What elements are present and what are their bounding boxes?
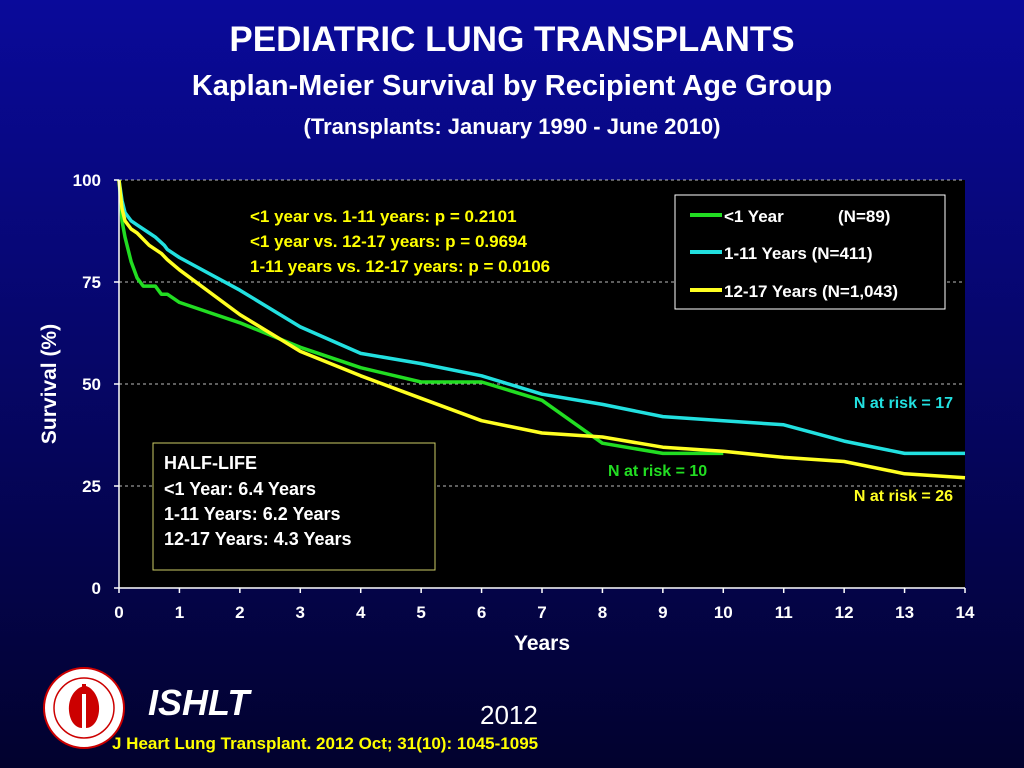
at-risk-label-12-17: N at risk = 26 — [854, 488, 953, 505]
transplant-period: (Transplants: January 1990 - June 2010) — [303, 114, 721, 139]
x-tick-label: 4 — [356, 603, 366, 622]
x-tick-label: 11 — [775, 603, 793, 622]
x-tick-labels: 0 1 2 3 4 5 6 7 8 9 10 11 12 13 14 — [114, 588, 975, 622]
legend: <1 Year (N=89) 1-11 Years (N=411) 12-17 … — [674, 194, 946, 310]
legend-label-1-11: 1-11 Years (N=411) — [724, 244, 873, 263]
pvalue-line: <1 year vs. 1-11 years: p = 0.2101 — [250, 207, 517, 226]
x-tick-label: 7 — [537, 603, 546, 622]
page-title: PEDIATRIC LUNG TRANSPLANTS — [229, 20, 795, 59]
y-tick-label: 50 — [82, 375, 101, 394]
x-tick-label: 9 — [658, 603, 667, 622]
pvalue-line: 1-11 years vs. 12-17 years: p = 0.0106 — [250, 257, 550, 276]
x-tick-label: 10 — [714, 603, 733, 622]
y-tick-labels: 0 25 50 75 100 — [73, 171, 119, 598]
y-tick-label: 0 — [92, 579, 101, 598]
x-tick-label: 14 — [956, 603, 975, 622]
half-life-line: 1-11 Years: 6.2 Years — [164, 504, 341, 524]
series-layer — [117, 179, 966, 480]
y-tick-label: 25 — [82, 477, 101, 496]
legend-label-lt1: <1 Year — [724, 207, 784, 226]
series-line-12-17 — [117, 179, 966, 480]
x-tick-label: 13 — [895, 603, 914, 622]
series-line-lt1 — [117, 179, 724, 456]
society-name: ISHLT — [148, 682, 250, 723]
x-tick-label: 3 — [296, 603, 305, 622]
publication-year: 2012 — [480, 700, 538, 730]
half-life-line: 12-17 Years: 4.3 Years — [164, 529, 352, 549]
y-tick-label: 75 — [82, 273, 101, 292]
y-axis-label: Survival (%) — [38, 324, 61, 444]
chart-subtitle: Kaplan-Meier Survival by Recipient Age G… — [191, 70, 833, 102]
x-tick-label: 6 — [477, 603, 486, 622]
half-life-box: HALF-LIFE <1 Year: 6.4 Years 1-11 Years:… — [152, 442, 436, 571]
legend-n-lt1: (N=89) — [838, 207, 890, 226]
at-risk-label-1-11: N at risk = 17 — [854, 395, 953, 412]
ishlt-logo-icon — [43, 667, 125, 749]
citation: J Heart Lung Transplant. 2012 Oct; 31(10… — [112, 734, 539, 753]
half-life-heading: HALF-LIFE — [164, 453, 257, 473]
x-axis-label: Years — [514, 632, 570, 655]
y-tick-label: 100 — [73, 171, 101, 190]
pvalue-line: <1 year vs. 12-17 years: p = 0.9694 — [250, 232, 527, 251]
half-life-line: <1 Year: 6.4 Years — [164, 479, 316, 499]
x-tick-label: 12 — [835, 603, 854, 622]
x-tick-label: 2 — [235, 603, 244, 622]
legend-label-12-17: 12-17 Years (N=1,043) — [724, 282, 898, 301]
x-tick-label: 0 — [114, 603, 123, 622]
half-life-frame — [152, 442, 436, 571]
x-tick-label: 8 — [598, 603, 607, 622]
x-tick-label: 5 — [416, 603, 425, 622]
x-tick-label: 1 — [175, 603, 184, 622]
at-risk-label-lt1: N at risk = 10 — [608, 463, 707, 480]
pvalue-annotation: <1 year vs. 1-11 years: p = 0.2101 <1 ye… — [250, 207, 550, 276]
series-line-1-11 — [117, 179, 965, 456]
